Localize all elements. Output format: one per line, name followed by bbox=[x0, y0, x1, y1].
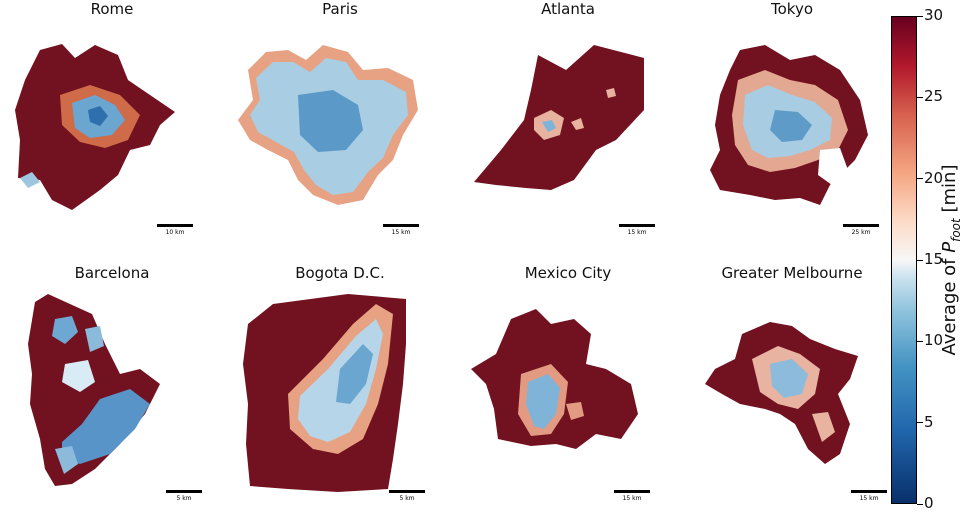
colorbar-tick bbox=[917, 96, 923, 98]
map-title: Tokyo bbox=[771, 0, 813, 18]
map-title: Rome bbox=[90, 0, 134, 18]
map-panel-mexico-city: Mexico City 15 km bbox=[456, 264, 680, 514]
scale-label: 25 km bbox=[851, 229, 871, 236]
city-map-rome bbox=[15, 44, 175, 210]
city-map-mexico-city bbox=[471, 309, 638, 449]
map-title: Paris bbox=[322, 0, 358, 18]
map-panel-barcelona: Barcelona 5 km bbox=[0, 264, 224, 514]
colorbar-tick-label: 10 bbox=[924, 331, 944, 350]
scale-label: 15 km bbox=[391, 229, 411, 236]
colorbar-tick bbox=[917, 178, 923, 180]
city-map-tokyo bbox=[710, 45, 868, 205]
map-panel-bogota: Bogota D.C. 5 km bbox=[228, 264, 452, 514]
colorbar-title: Average of Pfoot [min] bbox=[939, 165, 963, 356]
colorbar-tick bbox=[917, 259, 923, 261]
scale-bar bbox=[851, 490, 887, 493]
scale-label: 5 km bbox=[176, 495, 192, 502]
city-map-bogota bbox=[243, 294, 406, 492]
colorbar bbox=[891, 16, 917, 504]
scale-bar bbox=[619, 224, 655, 227]
scale-bar bbox=[383, 224, 419, 227]
colorbar-tick bbox=[917, 422, 923, 424]
city-map-atlanta bbox=[474, 45, 644, 190]
scale-label: 10 km bbox=[165, 229, 185, 236]
map-panel-greater-melbourne: Greater Melbourne 15 km bbox=[680, 264, 904, 514]
scale-label: 15 km bbox=[627, 229, 647, 236]
map-panel-tokyo: Tokyo 25 km bbox=[680, 0, 904, 250]
scale-bar bbox=[389, 490, 425, 493]
scale-bar bbox=[843, 224, 879, 227]
map-title: Atlanta bbox=[541, 0, 595, 18]
scale-label: 15 km bbox=[859, 495, 879, 502]
scale-bar bbox=[614, 490, 650, 493]
city-map-paris bbox=[238, 45, 418, 205]
map-panel-rome: Rome 10 km bbox=[0, 0, 224, 250]
colorbar-title-prefix: Average of bbox=[939, 258, 961, 356]
map-panel-atlanta: Atlanta 15 km bbox=[456, 0, 680, 250]
colorbar-title-sub: foot bbox=[948, 218, 963, 242]
colorbar-title-var: P bbox=[939, 241, 961, 253]
map-panel-paris: Paris 15 km bbox=[228, 0, 452, 250]
colorbar-tick-label: 30 bbox=[924, 6, 944, 24]
colorbar-tick bbox=[917, 340, 923, 342]
scale-label: 5 km bbox=[399, 495, 415, 502]
map-title: Greater Melbourne bbox=[721, 264, 863, 282]
colorbar-tick bbox=[917, 15, 923, 17]
map-title: Mexico City bbox=[524, 264, 612, 282]
map-title: Bogota D.C. bbox=[295, 264, 385, 282]
colorbar-tick-label: 25 bbox=[924, 87, 944, 106]
colorbar-title-unit: [min] bbox=[939, 164, 961, 213]
scale-bar bbox=[166, 490, 202, 493]
colorbar-tick-label: 0 bbox=[924, 494, 934, 512]
scale-label: 15 km bbox=[622, 495, 642, 502]
city-map-greater-melbourne bbox=[705, 322, 858, 464]
colorbar-tick-label: 20 bbox=[924, 168, 944, 187]
colorbar-tick-label: 5 bbox=[924, 412, 934, 431]
colorbar-tick bbox=[917, 503, 923, 505]
city-map-barcelona bbox=[28, 294, 160, 486]
scale-bar bbox=[157, 224, 193, 227]
colorbar-tick-label: 15 bbox=[924, 250, 944, 268]
map-title: Barcelona bbox=[74, 264, 150, 282]
